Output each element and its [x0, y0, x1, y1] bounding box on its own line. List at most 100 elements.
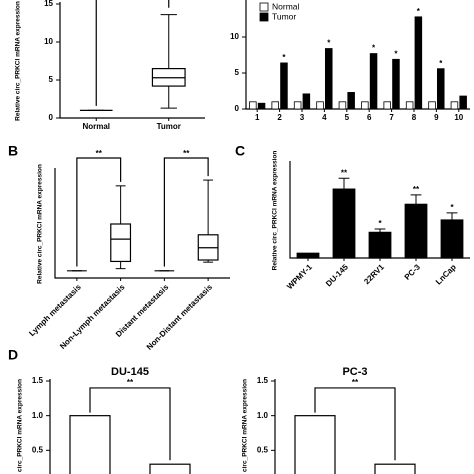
x-tick-label: 2: [277, 113, 282, 122]
bar: [374, 463, 416, 474]
x-tick-label: 1: [255, 113, 260, 122]
panel-letter: C: [235, 143, 245, 159]
axis: [59, 2, 205, 119]
bar: [428, 101, 436, 110]
significance: **: [96, 149, 103, 158]
bar: [294, 415, 336, 474]
bar: [369, 53, 378, 110]
bar: [69, 415, 111, 474]
error-bar: [410, 194, 422, 205]
axis: [274, 379, 276, 474]
y-tick-label: 0: [235, 104, 240, 113]
bar: [257, 102, 266, 110]
x-tick-label: LnCap: [434, 262, 458, 286]
axis: [49, 379, 51, 474]
bar: [440, 219, 464, 259]
panel-letter: D: [8, 347, 18, 363]
bracket: [95, 0, 170, 106]
x-tick-label: DU-145: [324, 262, 350, 288]
significance: **: [352, 378, 359, 387]
x-tick-label: 8: [412, 113, 417, 122]
y-tick-label: 5: [235, 68, 240, 77]
y-tick-label: 0.5: [257, 445, 269, 454]
bracket: [163, 157, 209, 267]
error-bar: [446, 212, 458, 220]
box: [110, 223, 132, 263]
x-tick-label: 7: [389, 113, 394, 122]
legend-label: Tumor: [272, 11, 296, 21]
chart-title: PC-3: [342, 366, 367, 378]
bar: [392, 58, 400, 110]
y-tick-label: 1.5: [32, 376, 44, 385]
error-bar: [338, 177, 350, 190]
y-tick-label: 0.5: [32, 445, 44, 454]
bar: [271, 101, 280, 110]
significance: *: [417, 7, 421, 16]
y-tick-label: 5: [49, 75, 54, 84]
significance: *: [327, 39, 331, 48]
significance: *: [372, 44, 376, 53]
bar: [249, 101, 257, 110]
significance: **: [183, 149, 190, 158]
bar: [383, 101, 392, 110]
bar: [296, 252, 320, 259]
y-tick-label: 1.0: [257, 411, 269, 420]
bar: [450, 101, 459, 110]
y-axis-label: Relative circ_PRKCI mRNA expression: [37, 164, 44, 284]
x-tick-label: 22RV1: [362, 262, 386, 286]
legend-swatch: [259, 2, 269, 12]
bar: [459, 95, 467, 110]
bar: [405, 101, 414, 110]
bracket: [314, 387, 396, 461]
bar: [316, 101, 324, 110]
bar: [302, 93, 311, 110]
bar: [149, 463, 191, 474]
bar: [414, 16, 423, 110]
x-tick-label: 3: [300, 113, 305, 122]
legend-label: Normal: [272, 1, 300, 11]
bar: [280, 62, 288, 110]
significance: *: [450, 203, 454, 212]
x-tick-label: 9: [434, 113, 439, 122]
bracket: [89, 387, 171, 461]
significance: *: [394, 49, 398, 58]
x-tick-label: WPMY-1: [285, 262, 314, 291]
bracket: [76, 157, 122, 267]
y-tick-label: 15: [44, 0, 53, 8]
axis: [54, 168, 230, 279]
y-axis-label: circ_PRKCI mRNA expression: [242, 379, 249, 472]
x-tick-label: Normal: [82, 122, 110, 131]
bar: [347, 92, 355, 110]
bar: [368, 231, 392, 259]
y-axis-label: Relative circ_PRKCI mRNA expression: [15, 1, 22, 121]
x-tick-label: 5: [345, 113, 350, 122]
bar: [332, 188, 356, 259]
y-axis-label: Relative circ_PRKCI mRNA expression: [272, 151, 279, 271]
error-bar: [374, 228, 386, 233]
bar: [361, 101, 369, 110]
x-tick-label: 4: [322, 113, 327, 122]
x-tick-label: 10: [454, 113, 463, 122]
y-tick-label: 1.5: [257, 376, 269, 385]
y-tick-label: 1.0: [32, 411, 44, 420]
bar: [338, 101, 347, 110]
y-tick-label: 0: [49, 113, 54, 122]
bar: [436, 68, 445, 110]
legend-swatch: [259, 12, 269, 22]
significance: *: [378, 219, 382, 228]
bar: [404, 203, 428, 259]
bar: [324, 48, 333, 110]
significance: **: [413, 185, 420, 194]
significance: **: [127, 378, 134, 387]
x-tick-label: 6: [367, 113, 372, 122]
panel-letter: B: [8, 143, 18, 159]
significance: *: [282, 53, 286, 62]
x-tick-label: Tumor: [157, 122, 181, 131]
significance: **: [341, 168, 348, 177]
chart-title: DU-145: [111, 366, 149, 378]
y-tick-label: 10: [44, 37, 53, 46]
y-axis-label: circ_PRKCI mRNA expression: [17, 379, 24, 472]
significance: *: [439, 59, 443, 68]
